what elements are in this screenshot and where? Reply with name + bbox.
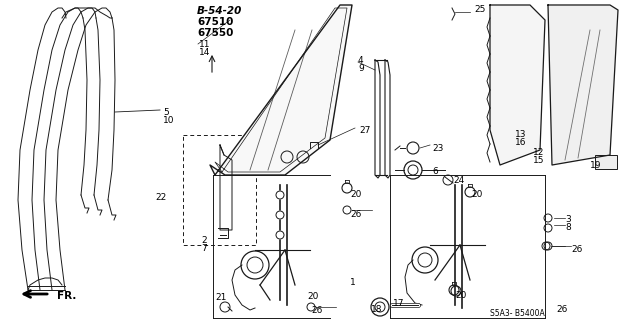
Circle shape bbox=[276, 211, 284, 219]
Text: 1: 1 bbox=[350, 278, 356, 287]
Text: 20: 20 bbox=[350, 190, 362, 199]
Text: S5A3- B5400A: S5A3- B5400A bbox=[490, 309, 545, 318]
Text: 26: 26 bbox=[311, 306, 323, 315]
Text: 26: 26 bbox=[350, 210, 362, 219]
Text: 12: 12 bbox=[533, 148, 545, 157]
Circle shape bbox=[276, 231, 284, 239]
Text: 14: 14 bbox=[199, 48, 211, 57]
Text: 13: 13 bbox=[515, 130, 527, 139]
Text: 9: 9 bbox=[358, 64, 364, 73]
Text: 18: 18 bbox=[371, 305, 383, 314]
Text: 16: 16 bbox=[515, 138, 527, 147]
Text: 5: 5 bbox=[163, 108, 169, 117]
Text: 24: 24 bbox=[453, 176, 464, 185]
Text: 25: 25 bbox=[474, 5, 485, 14]
Text: 20: 20 bbox=[471, 190, 483, 199]
Bar bbox=[183, 135, 256, 245]
Text: 11: 11 bbox=[199, 40, 211, 49]
Polygon shape bbox=[210, 5, 352, 175]
Polygon shape bbox=[490, 5, 545, 165]
Text: B-54-20: B-54-20 bbox=[197, 6, 243, 16]
Text: 26: 26 bbox=[556, 305, 568, 314]
Text: 20: 20 bbox=[455, 291, 467, 300]
Text: 17: 17 bbox=[393, 299, 404, 308]
Polygon shape bbox=[548, 5, 618, 165]
Text: 67510: 67510 bbox=[197, 17, 234, 27]
Text: 10: 10 bbox=[163, 116, 175, 125]
Text: 6: 6 bbox=[432, 167, 438, 176]
Text: 2: 2 bbox=[201, 236, 207, 245]
Text: FR.: FR. bbox=[57, 291, 76, 301]
Text: 27: 27 bbox=[359, 126, 371, 135]
Text: 3: 3 bbox=[565, 215, 571, 224]
Text: 4: 4 bbox=[358, 56, 364, 65]
Text: 23: 23 bbox=[432, 144, 444, 153]
Text: 26: 26 bbox=[571, 245, 582, 254]
Text: 15: 15 bbox=[533, 156, 545, 165]
Text: 20: 20 bbox=[307, 292, 318, 301]
Bar bbox=[595, 155, 617, 169]
Text: 7: 7 bbox=[201, 244, 207, 253]
Text: 19: 19 bbox=[590, 161, 602, 170]
Circle shape bbox=[276, 191, 284, 199]
Text: 67550: 67550 bbox=[197, 28, 234, 38]
Text: 8: 8 bbox=[565, 223, 571, 232]
Text: 21: 21 bbox=[215, 293, 227, 302]
Text: 22: 22 bbox=[155, 193, 166, 202]
